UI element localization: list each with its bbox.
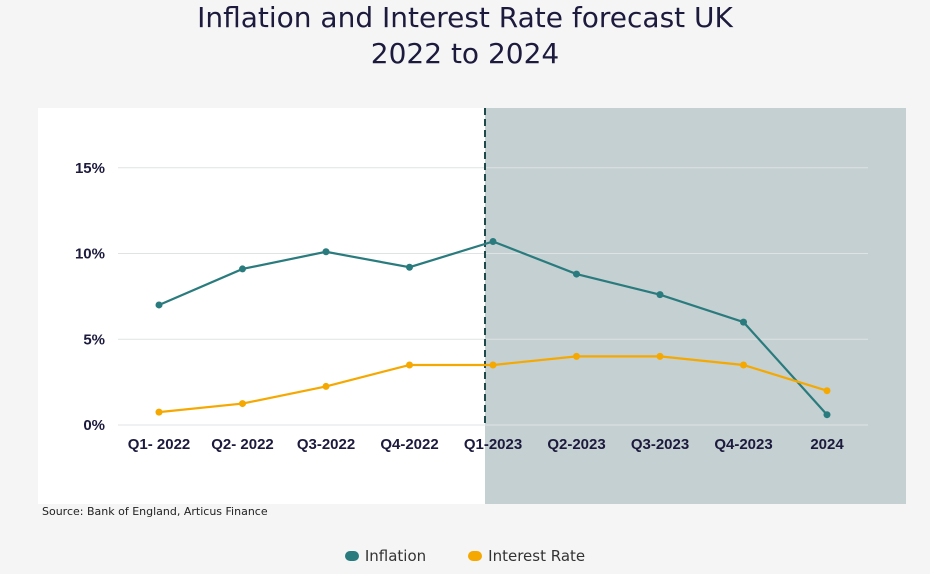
legend-swatch	[344, 551, 359, 561]
y-tick-label: 10%	[75, 246, 105, 263]
y-tick-label: 15%	[75, 160, 105, 177]
data-point	[656, 352, 664, 360]
data-point	[239, 265, 246, 273]
data-point	[406, 361, 413, 369]
data-point	[740, 318, 747, 326]
source-note: Source: Bank of England, Articus Finance	[42, 505, 268, 518]
x-tick-label: Q3-2022	[297, 436, 355, 453]
legend-label: Interest Rate	[488, 547, 586, 565]
data-point	[489, 237, 497, 245]
legend-label: Inflation	[364, 547, 427, 565]
data-point	[239, 400, 246, 408]
data-point	[656, 291, 664, 299]
x-tick-label: Q2- 2022	[211, 436, 274, 453]
data-point	[823, 411, 831, 419]
title-line-1: Inflation and Interest Rate forecast UK	[197, 1, 733, 34]
x-tick-label: Q4-2023	[714, 436, 772, 453]
data-point	[155, 408, 163, 416]
x-tick-label: Q1- 2022	[128, 436, 191, 453]
data-point	[823, 387, 831, 395]
legend: Inflation Interest Rate	[0, 547, 930, 565]
y-tick-label: 0%	[83, 417, 105, 434]
x-tick-label: Q4-2022	[380, 436, 438, 453]
x-tick-label: Q1-2023	[464, 436, 522, 453]
data-point	[406, 263, 413, 271]
data-point	[573, 352, 580, 360]
data-point	[322, 382, 330, 390]
legend-item-inflation[interactable]: Inflation	[344, 547, 427, 565]
plot-background	[38, 108, 485, 504]
x-tick-label: 2024	[810, 436, 844, 453]
x-tick-label: Q2-2023	[547, 436, 605, 453]
data-point	[740, 361, 747, 369]
title-line-2: 2022 to 2024	[370, 37, 560, 70]
y-tick-label: 5%	[83, 331, 105, 348]
data-point	[322, 248, 330, 256]
chart-title: Inflation and Interest Rate forecast UK …	[0, 0, 930, 72]
data-point	[155, 301, 163, 309]
legend-item-interest-rate[interactable]: Interest Rate	[468, 547, 585, 565]
legend-swatch	[468, 551, 483, 561]
data-point	[573, 270, 580, 278]
x-tick-label: Q3-2023	[631, 436, 689, 453]
data-point	[489, 361, 497, 369]
